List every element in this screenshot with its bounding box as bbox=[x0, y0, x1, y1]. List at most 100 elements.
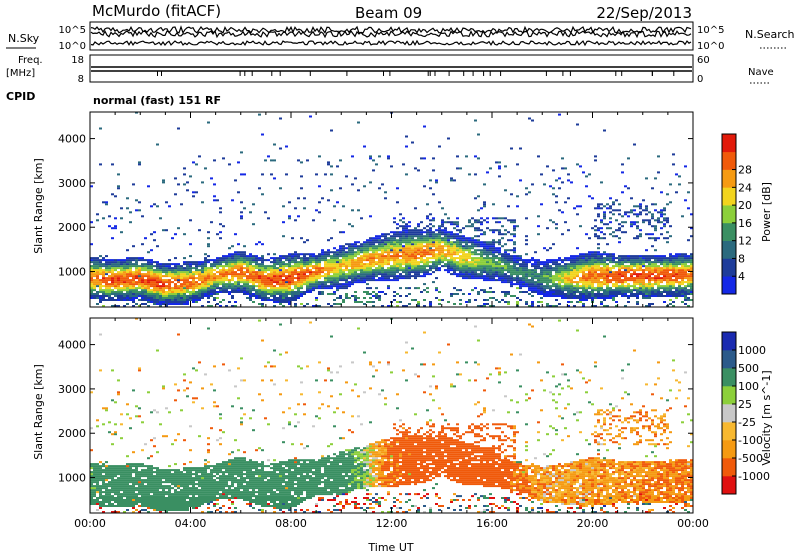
power-cell bbox=[321, 251, 324, 254]
power-cell bbox=[165, 291, 168, 293]
power-cell bbox=[459, 247, 462, 250]
power-cell bbox=[438, 243, 441, 246]
power-cell bbox=[633, 271, 636, 274]
power-cell bbox=[96, 257, 99, 260]
power-cell bbox=[291, 277, 294, 280]
power-cell bbox=[477, 243, 480, 246]
power-cell bbox=[237, 257, 240, 260]
power-cell bbox=[330, 263, 333, 266]
power-cell bbox=[660, 261, 663, 264]
power-cell bbox=[99, 299, 102, 301]
power-cell bbox=[621, 273, 624, 276]
power-cell bbox=[195, 297, 198, 299]
power-cell bbox=[141, 295, 144, 297]
power-cell bbox=[675, 267, 678, 270]
power-cell bbox=[180, 267, 183, 270]
power-cell bbox=[441, 229, 444, 232]
power-cell bbox=[339, 253, 342, 256]
power-cell bbox=[429, 229, 432, 232]
power-cell bbox=[657, 285, 660, 288]
power-cell bbox=[336, 261, 339, 264]
power-cell bbox=[282, 263, 285, 266]
power-cell bbox=[402, 305, 405, 307]
noise-tick-top-left: 10^5 bbox=[59, 25, 86, 36]
power-cell bbox=[393, 263, 396, 266]
power-cell bbox=[483, 205, 486, 208]
power-cell bbox=[156, 301, 159, 303]
power-cell bbox=[324, 273, 327, 276]
power-cell bbox=[168, 271, 171, 274]
power-cell bbox=[579, 257, 582, 260]
power-cell bbox=[426, 203, 429, 206]
power-cell bbox=[288, 275, 291, 278]
power-cell bbox=[483, 253, 486, 256]
power-cell bbox=[513, 225, 516, 228]
power-cell bbox=[324, 269, 327, 272]
power-cell bbox=[135, 303, 138, 305]
power-cell bbox=[507, 293, 510, 295]
power-cell bbox=[651, 283, 654, 286]
power-cell bbox=[168, 291, 171, 293]
power-cell bbox=[252, 273, 255, 276]
power-cell bbox=[480, 271, 483, 274]
power-cell bbox=[540, 283, 543, 286]
power-cell bbox=[291, 267, 294, 270]
power-cell bbox=[273, 263, 276, 266]
power-cell bbox=[363, 253, 366, 256]
power-cell bbox=[342, 299, 345, 301]
power-cell bbox=[348, 247, 351, 250]
power-cell bbox=[246, 281, 249, 284]
power-cell bbox=[384, 241, 387, 244]
power-cell bbox=[162, 287, 165, 290]
power-cell bbox=[387, 243, 390, 246]
power-cell bbox=[348, 259, 351, 262]
power-cell bbox=[492, 269, 495, 272]
power-cell bbox=[327, 281, 330, 284]
power-cell bbox=[165, 303, 168, 305]
power-cell bbox=[474, 273, 477, 276]
power-cell bbox=[381, 247, 384, 250]
power-cell bbox=[627, 289, 630, 292]
power-cell bbox=[408, 231, 411, 234]
power-cell bbox=[264, 271, 267, 274]
power-cell bbox=[465, 277, 468, 280]
power-cell bbox=[471, 273, 474, 276]
power-cell bbox=[123, 281, 126, 284]
power-cell bbox=[357, 245, 360, 248]
power-cell bbox=[465, 243, 468, 246]
power-cell bbox=[645, 265, 648, 268]
power-cell bbox=[555, 283, 558, 286]
power-cell bbox=[498, 161, 501, 164]
power-cell bbox=[219, 269, 222, 272]
power-cell bbox=[369, 275, 372, 278]
power-cell bbox=[414, 239, 417, 242]
power-cell bbox=[453, 223, 456, 226]
power-cell bbox=[378, 277, 381, 280]
power-cell bbox=[228, 273, 231, 276]
power-cell bbox=[453, 179, 456, 182]
power-cell bbox=[186, 269, 189, 272]
power-cell bbox=[255, 275, 258, 278]
power-cell bbox=[450, 257, 453, 260]
power-cell bbox=[405, 257, 408, 260]
power-cell bbox=[663, 271, 666, 274]
power-cell bbox=[468, 241, 471, 244]
power-cell bbox=[231, 275, 234, 278]
power-cell bbox=[336, 253, 339, 256]
power-cell bbox=[231, 279, 234, 282]
power-cell bbox=[366, 241, 369, 244]
power-cell bbox=[366, 251, 369, 254]
power-cell bbox=[573, 297, 576, 299]
power-cell bbox=[153, 261, 156, 264]
power-cell bbox=[627, 283, 630, 286]
power-cell bbox=[525, 283, 528, 286]
power-cell bbox=[285, 281, 288, 284]
power-cell bbox=[369, 277, 372, 280]
power-cell bbox=[522, 291, 525, 293]
power-colorbar-tick-label: 4 bbox=[738, 270, 745, 283]
power-cell bbox=[663, 213, 666, 216]
power-cell bbox=[414, 287, 417, 290]
power-cell bbox=[375, 287, 378, 290]
power-cell bbox=[177, 267, 180, 270]
power-cell bbox=[324, 287, 327, 290]
